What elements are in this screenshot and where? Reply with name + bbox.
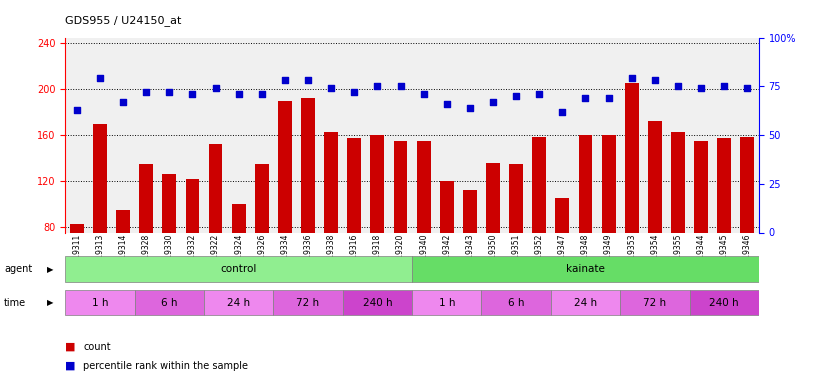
Bar: [648, 121, 662, 318]
Bar: [393, 141, 407, 318]
Bar: [694, 141, 708, 318]
Text: 6 h: 6 h: [161, 298, 178, 308]
Text: agent: agent: [4, 264, 33, 274]
Point: [255, 91, 268, 97]
Bar: [671, 132, 685, 318]
FancyBboxPatch shape: [65, 256, 412, 282]
Point: [486, 99, 499, 105]
Text: GDS955 / U24150_at: GDS955 / U24150_at: [65, 15, 182, 26]
Bar: [509, 164, 523, 318]
Text: 24 h: 24 h: [574, 298, 597, 308]
Text: kainate: kainate: [566, 264, 605, 274]
Text: 240 h: 240 h: [709, 298, 739, 308]
Text: 72 h: 72 h: [296, 298, 320, 308]
Point: [579, 95, 592, 101]
Bar: [162, 174, 176, 318]
Point: [694, 85, 707, 91]
Point: [718, 83, 731, 89]
FancyBboxPatch shape: [690, 290, 759, 315]
Text: time: time: [4, 298, 26, 308]
FancyBboxPatch shape: [412, 290, 481, 315]
Text: ▶: ▶: [47, 298, 53, 307]
Text: 1 h: 1 h: [438, 298, 455, 308]
FancyBboxPatch shape: [273, 290, 343, 315]
Bar: [278, 100, 292, 318]
Point: [533, 91, 546, 97]
Bar: [463, 190, 477, 318]
Bar: [140, 164, 153, 318]
FancyBboxPatch shape: [343, 290, 412, 315]
Bar: [579, 135, 592, 318]
Point: [302, 77, 315, 83]
FancyBboxPatch shape: [204, 290, 273, 315]
Bar: [370, 135, 384, 318]
Bar: [440, 181, 454, 318]
Point: [94, 75, 106, 81]
Bar: [324, 132, 338, 318]
Bar: [740, 137, 754, 318]
Point: [278, 77, 291, 83]
Point: [70, 106, 83, 112]
Point: [417, 91, 430, 97]
Point: [602, 95, 615, 101]
Text: ■: ■: [65, 361, 76, 370]
Point: [625, 75, 638, 81]
Bar: [209, 144, 223, 318]
FancyBboxPatch shape: [65, 290, 135, 315]
Point: [556, 109, 569, 115]
FancyBboxPatch shape: [481, 290, 551, 315]
Bar: [232, 204, 246, 318]
Bar: [601, 135, 615, 318]
Point: [463, 105, 477, 111]
Point: [325, 85, 338, 91]
Point: [672, 83, 685, 89]
Point: [140, 89, 153, 95]
Bar: [116, 210, 130, 318]
Bar: [185, 178, 199, 318]
Point: [441, 101, 454, 107]
Text: 24 h: 24 h: [227, 298, 251, 308]
Bar: [93, 123, 107, 318]
Text: percentile rank within the sample: percentile rank within the sample: [83, 361, 248, 370]
Text: 6 h: 6 h: [508, 298, 525, 308]
FancyBboxPatch shape: [412, 256, 759, 282]
Bar: [301, 98, 315, 318]
Bar: [532, 137, 546, 318]
Point: [509, 93, 522, 99]
Text: 1 h: 1 h: [91, 298, 109, 308]
Point: [394, 83, 407, 89]
Point: [348, 89, 361, 95]
FancyBboxPatch shape: [620, 290, 690, 315]
Bar: [70, 225, 84, 318]
Point: [209, 85, 222, 91]
Bar: [625, 83, 639, 318]
Point: [162, 89, 176, 95]
Bar: [255, 164, 268, 318]
FancyBboxPatch shape: [135, 290, 204, 315]
Bar: [556, 198, 570, 318]
Bar: [348, 138, 361, 318]
FancyBboxPatch shape: [551, 290, 620, 315]
Point: [186, 91, 199, 97]
Point: [117, 99, 130, 105]
Point: [741, 85, 754, 91]
Text: ■: ■: [65, 342, 76, 352]
Text: count: count: [83, 342, 111, 352]
Text: control: control: [220, 264, 257, 274]
Bar: [717, 138, 731, 318]
Text: 240 h: 240 h: [362, 298, 392, 308]
Bar: [486, 162, 500, 318]
Point: [232, 91, 245, 97]
Bar: [417, 141, 431, 318]
Point: [370, 83, 384, 89]
Point: [648, 77, 661, 83]
Text: ▶: ▶: [47, 265, 53, 274]
Text: 72 h: 72 h: [643, 298, 667, 308]
